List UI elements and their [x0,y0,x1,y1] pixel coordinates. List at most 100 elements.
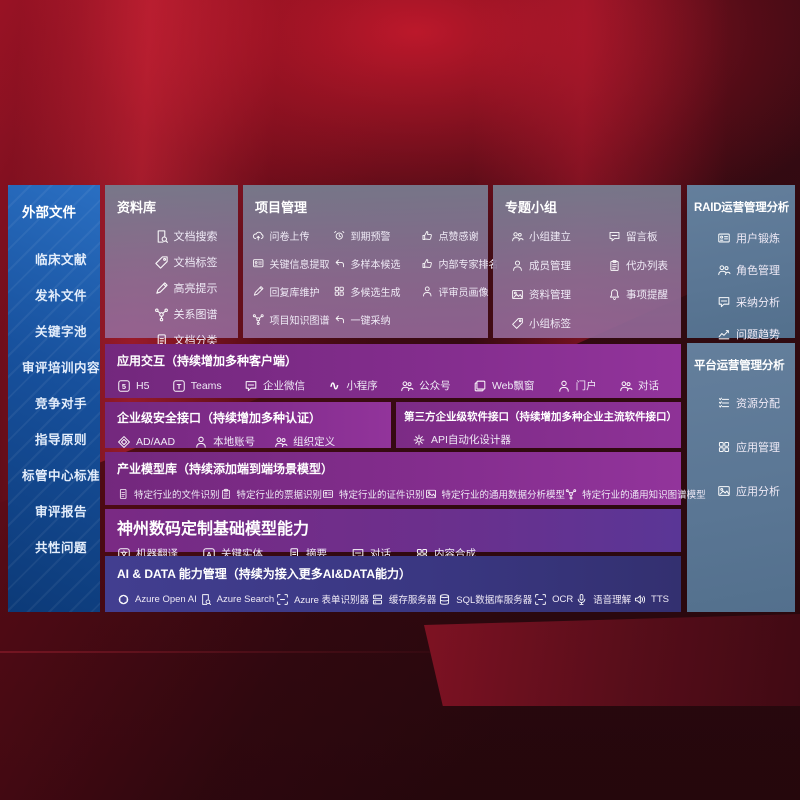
feature-label: 特定行业的通用数据分析模型 [441,490,566,501]
feature-item: Azure Search [199,593,274,606]
feature-label: OCR [552,593,574,605]
member-manage-icon [511,259,524,272]
panel-title: 专题小组 [505,200,558,215]
row-title: 应用交互（持续增加多种客户端） [117,354,298,368]
panel-topic-groups: 专题小组 小组建立 留言板 成员管理 代办列表 资料管理 事项提醒 小组标签 [493,185,681,338]
sql-server-icon [438,593,451,606]
sidebar-item-label: 关键字池 [34,325,87,339]
sidebar-item: 标管中心标准 [22,465,100,484]
feature-label: 特定行业的文件识别 [134,490,220,501]
feature-item: 问卷上传 [252,228,333,243]
feature-label: 到期预警 [350,232,391,243]
group-items: 小组建立 留言板 成员管理 代办列表 资料管理 事项提醒 小组标签 [493,229,681,331]
tts-icon [633,593,646,606]
background-edge-line [0,651,430,653]
sidebar-item: 临床文献 [35,249,87,268]
web-popup-icon [473,379,487,393]
material-manage-icon [511,288,524,301]
feature-item: 组织定义 [274,434,335,449]
row-aidata-management: AI & DATA 能力管理（持续为接入更多AI&DATA能力） Azure O… [105,556,681,612]
feature-label: 对话 [637,380,659,392]
feature-item: 缓存服务器 [371,592,436,606]
feature-item: 特定行业的通用知识图谱模型 [565,487,706,501]
row-title: 产业模型库（持续添加端到端场景模型） [117,462,334,476]
feature-label: AD/AAD [136,435,176,448]
row-security-api: 企业级安全接口（持续增加多种认证） AD/AAD 本地账号 组织定义 [105,402,391,448]
background-bottom-shape [424,614,800,706]
feature-label: 组织定义 [293,436,336,448]
feature-label: 项目知识图谱 [269,316,330,327]
org-define-icon [274,435,288,449]
feature-label: 文档标签 [173,257,218,269]
sidebar-item: 审评培训内容 [22,357,100,376]
reply-maintain-icon [252,285,265,298]
file-recognition-icon [117,488,129,500]
wecom-icon [244,379,258,393]
panel-title: 平台运营管理分析 [694,360,785,372]
openai-icon [117,593,130,606]
miniprogram-icon: ∿ [328,377,340,393]
feature-label: H5 [136,379,150,392]
feature-label: Web飘窗 [491,380,535,392]
feature-label: Azure Open AI [135,593,197,605]
raid-items: 用户锻炼 角色管理 采纳分析 问题趋势 [687,230,795,342]
feature-item: 企业微信 [244,378,305,393]
feature-label: 本地账号 [213,436,256,448]
role-manage-icon [717,263,731,277]
feature-item: 采纳分析 [717,294,780,310]
multi-candidate-icon [333,285,346,298]
one-click-adopt-icon [333,313,346,326]
feature-item: 高亮提示 [154,280,218,296]
form-recognizer-icon [276,593,289,606]
feature-item: 资源分配 [717,395,780,411]
id-recognition-icon [322,488,334,500]
feature-item: 一键采纳 [333,312,421,327]
feature-item: 用户锻炼 [717,230,780,246]
feature-item: Web飘窗 [473,378,534,393]
row-app-interaction: 应用交互（持续增加多种客户端） 5 H5 T Teams 企业微信 ∿ 小程序 公众号 Web飘… [105,344,681,398]
feature-label: 应用分析 [736,486,780,498]
project-items: 问卷上传 到期预警 点赞感谢 关键信息提取 多样本候选 内部专家排名 回复库维护 多候选生成 评… [243,228,499,327]
feature-item: AD/AAD [117,435,175,449]
feature-label: 采纳分析 [736,297,780,309]
sidebar-item-label: 竞争对手 [34,397,87,411]
highlighter-icon [154,281,169,296]
feature-label: 门户 [575,380,597,392]
feature-item: Azure Open AI [117,593,197,606]
row-thirdparty-api: 第三方企业级软件接口（持续增加多种企业主流软件接口） API自动化设计器 [396,402,681,448]
portal-icon [557,379,571,393]
panel-platform-analysis: 平台运营管理分析 资源分配 应用管理 应用分析 [687,343,795,612]
feature-label: 多样本候选 [350,260,401,271]
invoice-recognition-icon [220,488,232,500]
feature-label: TTS [651,593,669,605]
feature-item: 小组标签 [511,316,608,331]
dialog-icon [619,379,633,393]
panel-title: RAID运营管理分析 [694,202,790,214]
panel-title: 项目管理 [255,200,308,215]
multi-sample-icon [333,257,346,270]
feature-item: 内部专家排名 [421,256,499,271]
feature-item: Azure 表单识别器 [276,592,369,606]
feature-label: 特定行业的票据识别 [236,490,323,501]
ocr-icon [534,593,547,606]
reminder-icon [608,288,621,301]
feature-item: 到期预警 [333,228,421,243]
feature-item: 代办列表 [608,258,681,273]
feature-item: 留言板 [608,229,681,244]
panel-project-management: 项目管理 问卷上传 到期预警 点赞感谢 关键信息提取 多样本候选 内部专家排名 回复库维护 多… [243,185,499,338]
feature-item: 特定行业的文件识别 [117,487,220,501]
row-industry-models: 产业模型库（持续添加端到端场景模型） 特定行业的文件识别 特定行业的票据识别 特定行… [105,452,706,505]
feature-label: 内部专家排名 [438,260,499,271]
feature-item: 关系图谱 [154,306,218,322]
feature-label: 企业微信 [263,380,305,392]
feature-label: Azure 表单识别器 [294,595,370,606]
feature-item: 应用分析 [717,483,780,499]
azure-search-icon [199,593,212,606]
feature-item: 小组建立 [511,229,608,244]
feature-item: 多候选生成 [333,284,421,299]
doc-search-icon [154,229,169,244]
feature-item: 点赞感谢 [421,228,499,243]
expert-rank-icon [421,257,434,270]
svg-text:文: 文 [120,548,128,558]
feature-item: 语音理解 [575,592,631,606]
